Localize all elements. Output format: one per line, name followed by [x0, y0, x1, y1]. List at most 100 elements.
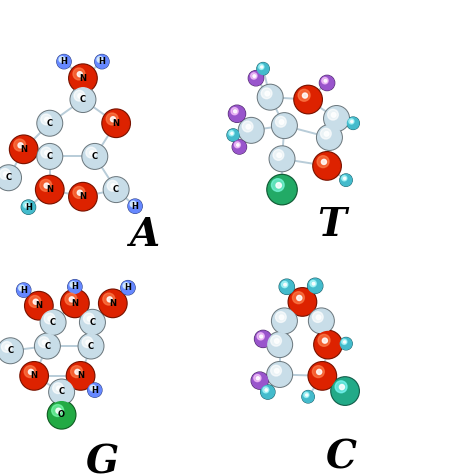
Circle shape: [251, 372, 268, 389]
Circle shape: [78, 333, 104, 359]
Circle shape: [123, 283, 129, 289]
Circle shape: [90, 385, 96, 391]
Circle shape: [340, 337, 352, 350]
Circle shape: [66, 362, 95, 390]
Circle shape: [228, 105, 246, 122]
Circle shape: [328, 109, 338, 120]
Text: C: C: [45, 342, 50, 350]
Circle shape: [22, 201, 35, 214]
Circle shape: [331, 113, 336, 117]
Circle shape: [314, 153, 340, 179]
Circle shape: [312, 312, 323, 322]
Circle shape: [103, 293, 115, 305]
Circle shape: [321, 159, 327, 164]
Circle shape: [279, 279, 294, 294]
Circle shape: [271, 336, 282, 346]
Circle shape: [342, 176, 347, 181]
Circle shape: [107, 181, 118, 191]
Circle shape: [297, 295, 302, 301]
Circle shape: [274, 369, 279, 373]
Text: N: N: [72, 299, 78, 308]
Circle shape: [309, 308, 334, 334]
Circle shape: [61, 58, 64, 61]
Circle shape: [41, 310, 65, 334]
Circle shape: [17, 283, 31, 297]
Text: A: A: [129, 216, 160, 254]
Circle shape: [44, 313, 55, 324]
Circle shape: [257, 333, 264, 340]
Circle shape: [324, 106, 349, 131]
Circle shape: [332, 378, 358, 404]
Circle shape: [0, 169, 10, 179]
Circle shape: [42, 340, 47, 345]
Text: C: C: [50, 318, 56, 327]
Circle shape: [310, 309, 333, 333]
Circle shape: [49, 379, 74, 405]
Circle shape: [344, 341, 346, 343]
Circle shape: [313, 152, 341, 180]
Circle shape: [315, 331, 341, 358]
Text: N: N: [31, 372, 37, 380]
Text: H: H: [125, 283, 131, 292]
Circle shape: [288, 288, 317, 316]
Circle shape: [331, 377, 359, 405]
Circle shape: [87, 317, 92, 321]
Text: C: C: [80, 95, 86, 104]
Circle shape: [56, 386, 61, 391]
Circle shape: [57, 55, 71, 69]
Circle shape: [319, 75, 335, 91]
Circle shape: [340, 338, 352, 349]
Circle shape: [80, 310, 105, 335]
Circle shape: [86, 340, 91, 345]
Circle shape: [78, 94, 82, 98]
Text: N: N: [80, 192, 86, 201]
Text: C: C: [92, 152, 98, 161]
Circle shape: [104, 178, 128, 201]
Circle shape: [44, 183, 49, 188]
Circle shape: [229, 131, 234, 136]
Circle shape: [70, 87, 96, 112]
Text: T: T: [318, 206, 346, 244]
Circle shape: [56, 408, 61, 413]
Circle shape: [73, 68, 85, 80]
Circle shape: [41, 114, 52, 125]
Circle shape: [121, 281, 135, 295]
Circle shape: [255, 331, 271, 347]
Circle shape: [273, 150, 284, 160]
Circle shape: [61, 289, 89, 318]
Circle shape: [29, 295, 41, 308]
Circle shape: [74, 91, 85, 101]
Circle shape: [128, 200, 142, 213]
Text: H: H: [99, 57, 105, 66]
Circle shape: [322, 77, 328, 84]
Circle shape: [107, 297, 112, 302]
Circle shape: [0, 338, 23, 364]
Circle shape: [284, 283, 286, 286]
Circle shape: [70, 65, 96, 91]
Circle shape: [25, 292, 53, 320]
Circle shape: [48, 317, 53, 321]
Circle shape: [273, 114, 296, 137]
Circle shape: [272, 308, 297, 334]
Circle shape: [267, 362, 292, 387]
Circle shape: [255, 330, 272, 347]
Circle shape: [33, 299, 38, 304]
Circle shape: [252, 373, 268, 389]
Circle shape: [275, 312, 286, 322]
Circle shape: [28, 369, 34, 374]
Circle shape: [302, 391, 314, 402]
Circle shape: [24, 365, 36, 378]
Circle shape: [53, 383, 64, 393]
Circle shape: [275, 117, 286, 127]
Circle shape: [103, 177, 129, 202]
Circle shape: [229, 106, 245, 122]
Text: N: N: [80, 74, 86, 82]
Text: N: N: [113, 119, 119, 128]
Circle shape: [1, 342, 12, 352]
Circle shape: [314, 330, 342, 359]
Circle shape: [253, 75, 255, 77]
Circle shape: [75, 369, 80, 374]
Circle shape: [20, 362, 48, 390]
Circle shape: [324, 80, 327, 82]
Circle shape: [70, 183, 96, 210]
